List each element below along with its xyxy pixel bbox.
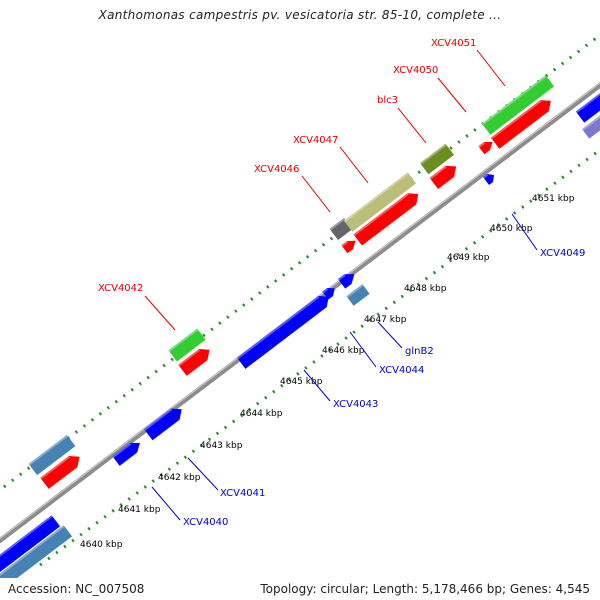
XCV4050-bar[interactable] [478, 138, 495, 155]
tick-label: 4649 kbp [447, 253, 490, 263]
feature-bar[interactable] [582, 113, 600, 139]
feature-bar[interactable] [28, 434, 76, 476]
callout-line [339, 146, 369, 184]
XCV4047-bar[interactable] [343, 172, 417, 232]
gene-label-xcv4043[interactable]: XCV4043 [333, 399, 378, 410]
callout-line [151, 486, 181, 521]
XCV4042-bar-2[interactable] [178, 344, 214, 376]
gene-label-xcv4051[interactable]: XCV4051 [431, 38, 476, 49]
callout-line [397, 107, 427, 144]
XCV4046-bar-2[interactable] [341, 237, 358, 254]
callout-line [144, 295, 176, 331]
map-title: Xanthomonas campestris pv. vesicatoria s… [98, 8, 502, 22]
XCV4041-bar-2[interactable] [144, 404, 186, 441]
gene-label-xcv4047[interactable]: XCV4047 [293, 135, 338, 146]
XCV4041-bar[interactable] [112, 438, 143, 466]
accession-text: Accession: NC_007508 [8, 582, 145, 596]
gene-label-xcv4044[interactable]: XCV4044 [379, 365, 424, 376]
tick-label: 4640 kbp [80, 540, 123, 550]
tick-label: 4648 kbp [404, 284, 447, 294]
tick-label: 4643 kbp [200, 441, 243, 451]
XCV4040-bar-2[interactable] [0, 525, 73, 591]
tick-label: 4645 kbp [280, 377, 323, 387]
callout-line [476, 49, 506, 87]
feature-bar[interactable] [575, 93, 600, 123]
tick-label: 4651 kbp [532, 194, 575, 204]
blc3-bar[interactable] [420, 143, 454, 175]
glnB2-bar[interactable] [346, 284, 370, 306]
feature-bar[interactable] [40, 451, 84, 489]
XCV4042-bar[interactable] [168, 328, 206, 362]
outer-dotted-ring [0, 33, 600, 492]
tick-label: 4646 kbp [322, 346, 365, 356]
gene-label-glnb2[interactable]: glnB2 [405, 346, 434, 357]
callout-line [437, 77, 467, 113]
tick-label: 4650 kbp [490, 224, 533, 234]
tick-label-layer: 4640 kbp 4641 kbp 4642 kbp 4643 kbp 4644 kbp… [80, 194, 575, 550]
gene-label-xcv4041[interactable]: XCV4041 [220, 488, 265, 499]
tick-label: 4642 kbp [158, 473, 201, 483]
XCV4044-bar[interactable] [322, 284, 338, 300]
tick-label: 4641 kbp [118, 505, 161, 515]
XCV4049-bar[interactable] [482, 171, 497, 186]
footer-bar: Accession: NC_007508 Topology: circular;… [0, 578, 600, 600]
callout-line [187, 457, 219, 491]
gene-label-xcv4040[interactable]: XCV4040 [183, 517, 228, 528]
tick-label: 4644 kbp [240, 409, 283, 419]
callout-line [301, 175, 331, 213]
gene-label-layer: XCV4040 XCV4041 XCV4042 XCV4043 XCV4044 glnB2… [98, 38, 585, 528]
XCV4051-bar-2[interactable] [490, 95, 555, 149]
gene-label-blc3[interactable]: blc3 [377, 95, 398, 106]
topology-text: Topology: circular; Length: 5,178,466 bp… [260, 582, 590, 596]
callout-line [303, 369, 331, 402]
XCV4047-bar-2[interactable] [353, 188, 422, 246]
XCV4051-bar[interactable] [481, 75, 555, 135]
gene-label-xcv4042[interactable]: XCV4042 [98, 283, 143, 294]
gene-label-xcv4050[interactable]: XCV4050 [393, 65, 438, 76]
gene-label-xcv4046[interactable]: XCV4046 [254, 164, 299, 175]
XCV4043-bar[interactable] [236, 291, 333, 369]
callout-layer [144, 49, 538, 521]
tick-label: 4647 kbp [364, 315, 407, 325]
callout-line [349, 331, 377, 368]
callout-line [377, 321, 403, 349]
inner-dotted-ring [39, 147, 600, 567]
gene-label-xcv4049[interactable]: XCV4049 [540, 248, 585, 259]
callout-line [511, 213, 538, 251]
feature-layer [0, 75, 600, 591]
XCV4044-bar-2[interactable] [338, 269, 358, 289]
XCV4040-bar[interactable] [0, 515, 61, 581]
blc3-bar-2[interactable] [429, 161, 461, 190]
